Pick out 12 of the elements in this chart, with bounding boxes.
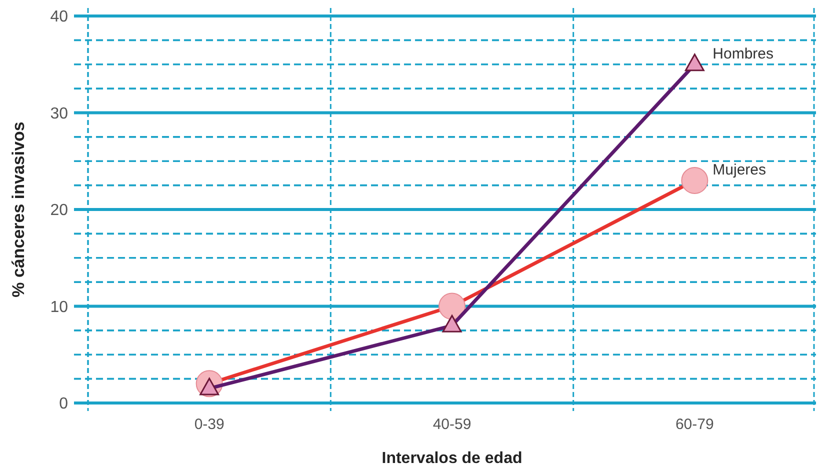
x-tick-label: 40-59 bbox=[432, 416, 472, 433]
y-axis-title: % cánceres invasivos bbox=[9, 122, 28, 298]
y-tick-label: 40 bbox=[50, 8, 68, 26]
series-label: Hombres bbox=[712, 45, 774, 62]
x-axis-title: Intervalos de edad bbox=[382, 450, 522, 467]
y-tick-label: 20 bbox=[50, 202, 68, 220]
y-tick-label: 10 bbox=[50, 298, 68, 316]
y-tick-label: 0 bbox=[59, 396, 68, 413]
x-tick-label: 60-79 bbox=[675, 416, 714, 433]
x-tick-label: 0-39 bbox=[194, 416, 224, 433]
y-tick-label: 30 bbox=[50, 105, 68, 122]
series-label: Mujeres bbox=[712, 161, 766, 178]
